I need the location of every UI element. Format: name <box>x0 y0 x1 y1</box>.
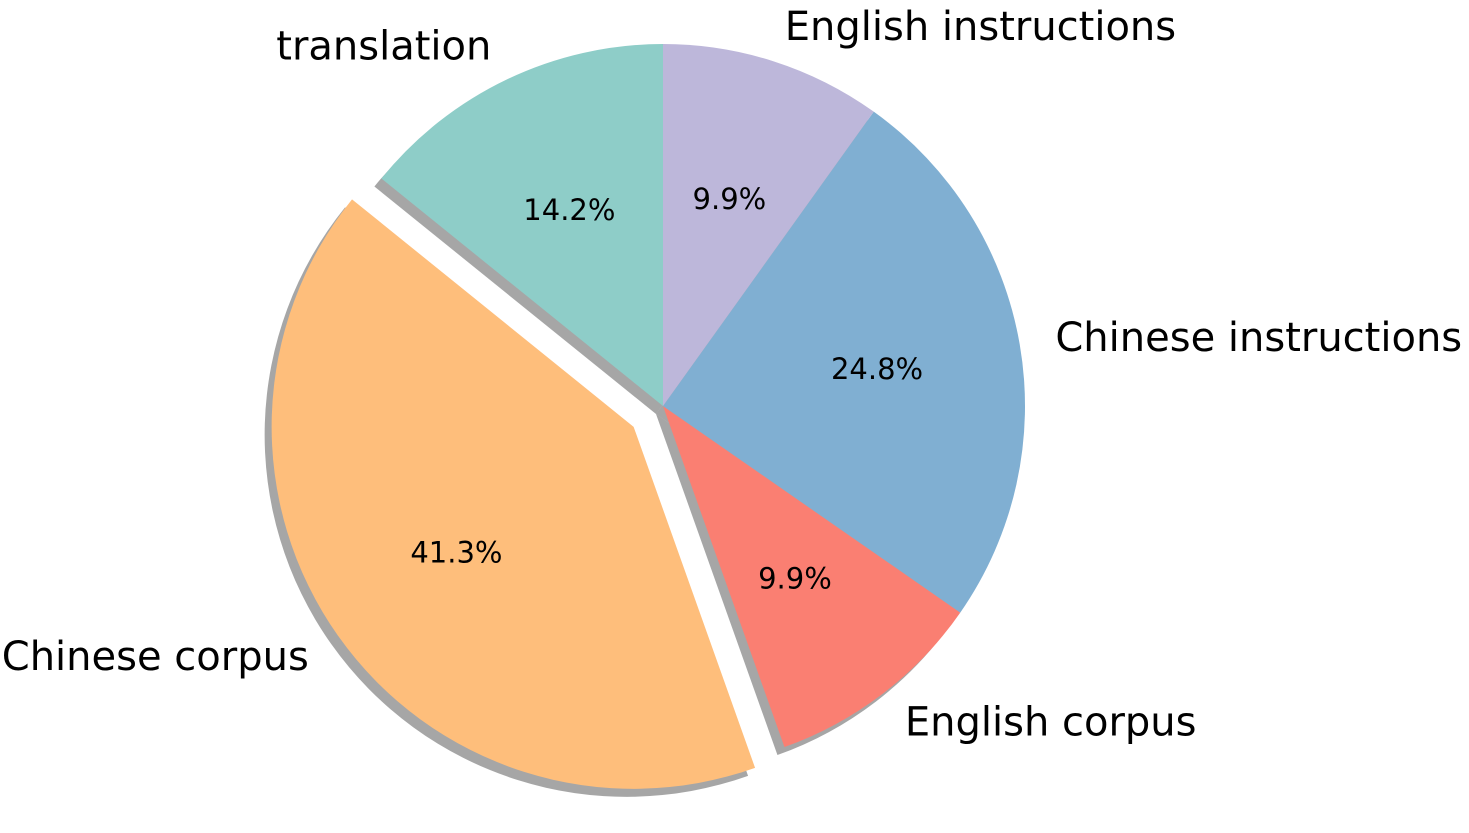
pie-percent-label-layer: 14.2% 41.3% 9.9% 24.8% 9.9% <box>410 182 923 595</box>
pie-slice-english-corpus <box>663 406 961 748</box>
pie-category-label-chinese-corpus: Chinese corpus <box>2 634 309 680</box>
pie-category-label-english-instructions: English instructions <box>785 4 1176 50</box>
pie-slice-layer <box>271 44 1025 789</box>
pie-category-label-english-corpus: English corpus <box>905 699 1197 745</box>
pie-category-label-layer: translation Chinese corpus English corpus C… <box>2 4 1462 745</box>
pie-percent-label-english-instructions: 9.9% <box>693 182 767 216</box>
pie-slice-translation <box>381 44 663 406</box>
pie-percent-label-chinese-instructions: 24.8% <box>831 352 923 386</box>
pie-category-label-chinese-instructions: Chinese instructions <box>1055 315 1462 361</box>
pie-category-label-translation: translation <box>276 24 491 70</box>
pie-percent-label-english-corpus: 9.9% <box>758 562 832 596</box>
pie-slice-chinese-corpus <box>271 199 756 789</box>
pie-slice-english-instructions <box>663 44 874 406</box>
pie-percent-label-chinese-corpus: 41.3% <box>410 535 502 569</box>
pie-slice-chinese-instructions <box>663 111 1025 613</box>
pie-percent-label-translation: 14.2% <box>523 193 615 227</box>
